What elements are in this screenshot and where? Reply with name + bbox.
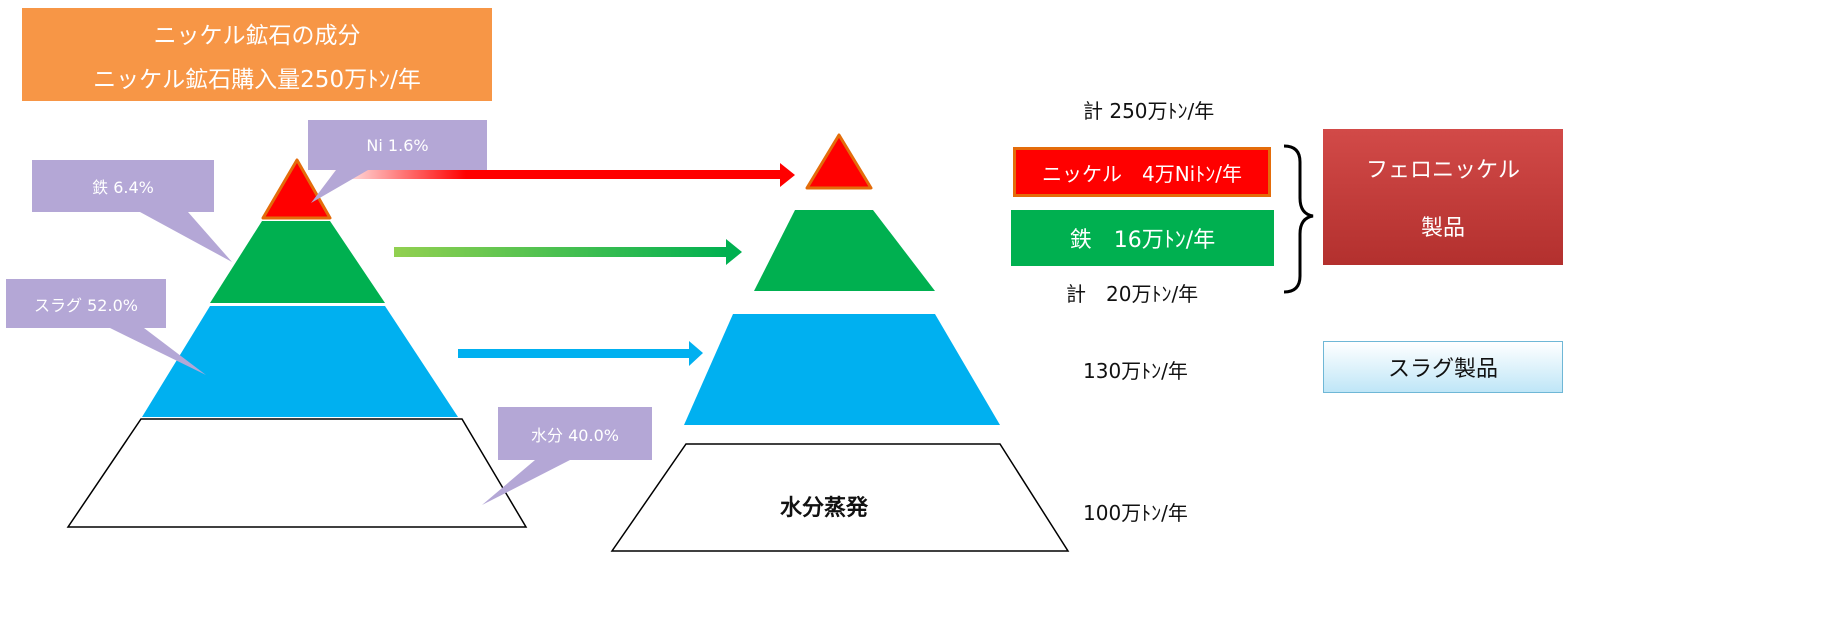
ferronickel-product-box: フェロニッケル 製品 — [1323, 129, 1563, 265]
left-pyramid — [66, 158, 528, 528]
nickel-arrow — [330, 163, 795, 187]
total-top-label: 計 250万ﾄﾝ/年 — [1083, 99, 1215, 123]
title-box: ニッケル鉱石の成分 ニッケル鉱石購入量250万ﾄﾝ/年 — [22, 8, 492, 101]
callout-iron-text: 鉄 6.4% — [92, 178, 154, 197]
right-slag-layer — [684, 314, 1000, 425]
nickel-output-label: ニッケル 4万Niﾄﾝ/年 — [1042, 161, 1242, 186]
slag-output-label: 130万ﾄﾝ/年 — [1083, 359, 1188, 383]
right-nickel-layer — [805, 133, 873, 190]
ferronickel-product-line2: 製品 — [1420, 216, 1465, 241]
left-water-layer — [66, 418, 528, 528]
ferronickel-product-line1: フェロニッケル — [1365, 158, 1520, 183]
callout-slag-text: スラグ 52.0% — [34, 295, 138, 315]
right-iron-layer — [754, 210, 935, 291]
callouts — [6, 120, 652, 505]
iron-output-bar: 鉄 16万ﾄﾝ/年 — [1011, 210, 1274, 266]
flow-arrows — [330, 163, 795, 366]
callout-water-shape — [482, 407, 652, 505]
callout-iron-shape — [32, 160, 232, 262]
callout-slag-shape — [6, 279, 206, 375]
iron-output-label: 鉄 16万ﾄﾝ/年 — [1069, 228, 1216, 253]
left-slag-layer — [142, 306, 458, 417]
nickel-output-bar: ニッケル 4万Niﾄﾝ/年 — [1013, 147, 1271, 197]
left-iron-layer — [210, 221, 385, 303]
right-pyramid — [610, 133, 1070, 552]
title-line1: ニッケル鉱石の成分 — [153, 22, 361, 49]
callout-ni-shape — [308, 120, 487, 203]
slag-arrow — [458, 341, 703, 366]
callout-ni-text: Ni 1.6% — [366, 135, 429, 155]
slag-product-box: スラグ製品 — [1323, 341, 1563, 393]
iron-arrow — [394, 239, 742, 265]
right-water-layer — [610, 443, 1070, 552]
water-evaporation-label: 水分蒸発 — [780, 496, 869, 521]
slag-product-label: スラグ製品 — [1387, 357, 1498, 382]
total-metal-label: 計 20万ﾄﾝ/年 — [1066, 282, 1199, 306]
left-nickel-layer — [261, 158, 332, 220]
water-output-label: 100万ﾄﾝ/年 — [1083, 501, 1188, 525]
title-line2: ニッケル鉱石購入量250万ﾄﾝ/年 — [93, 66, 421, 93]
curly-brace — [1283, 144, 1314, 294]
callout-water-text: 水分 40.0% — [531, 425, 619, 445]
